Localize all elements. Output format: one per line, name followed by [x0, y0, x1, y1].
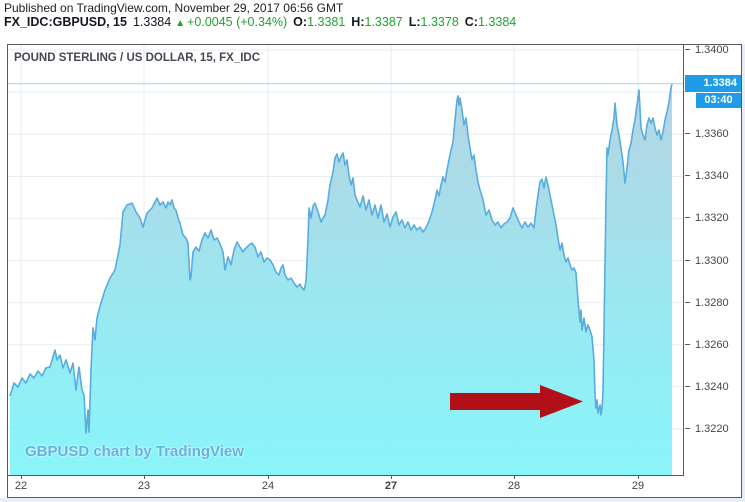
time-axis-label: 24: [262, 480, 274, 492]
price-tick-label: 1.3400: [695, 44, 729, 56]
chart-title: POUND STERLING / US DOLLAR, 15, FX_IDC: [14, 52, 260, 64]
price-tick: [685, 217, 690, 218]
time-tick: [144, 476, 145, 479]
price-tick: [685, 260, 690, 261]
price-tick-label: 1.3240: [695, 381, 729, 393]
price-axis-label: 1.3240: [685, 381, 741, 393]
ohlc-key: O:: [293, 15, 307, 29]
price-tick: [685, 386, 690, 387]
time-axis-label: 22: [15, 480, 27, 492]
price-tick: [685, 428, 690, 429]
price-tick-label: 1.3260: [695, 339, 729, 351]
price-axis-label: 1.3360: [685, 128, 741, 140]
time-tick: [391, 476, 392, 479]
time-axis-label: 27: [385, 480, 397, 492]
published-caption: Published on TradingView.com, November 2…: [4, 1, 343, 15]
price-tick-label: 1.3280: [695, 297, 729, 309]
price-axis[interactable]: 1.3384 03:40 1.3400 1.3360 1.3340 1.3320 1.3…: [685, 45, 741, 475]
time-axis-label: 23: [138, 480, 150, 492]
price-axis-label: 1.3280: [685, 297, 741, 309]
price-tick: [685, 344, 690, 345]
ohlc-key: C:: [465, 15, 478, 29]
price-axis-label: 1.3220: [685, 423, 741, 435]
page: Published on TradingView.com, November 2…: [0, 0, 745, 502]
time-axis-label: 29: [632, 480, 644, 492]
ohlc-key: L:: [409, 15, 421, 29]
time-tick: [638, 476, 639, 479]
price-tick: [685, 133, 690, 134]
ohlc-values: O:1.3381 H:1.3387 L:1.3378 C:1.3384: [287, 15, 516, 29]
price-axis-label: 1.3340: [685, 170, 741, 182]
time-tick: [268, 476, 269, 479]
time-axis[interactable]: 22 23 24 27 28 29: [8, 476, 684, 497]
symbol-info-bar: FX_IDC:GBPUSD, 15 1.3384 ▲+0.0045 (+0.34%)…: [4, 15, 516, 29]
price-axis-label: 1.3400: [685, 44, 741, 56]
bar-countdown-badge: 03:40: [696, 93, 741, 108]
time-tick: [514, 476, 515, 479]
price-tick-label: 1.3360: [695, 128, 729, 140]
up-triangle-icon: ▲: [175, 18, 185, 29]
chart-frame: POUND STERLING / US DOLLAR, 15, FX_IDC G…: [7, 44, 742, 498]
ohlc-key: H:: [351, 15, 364, 29]
page-background-strip: [0, 498, 745, 502]
price-axis-label: 1.3320: [685, 212, 741, 224]
current-price-badge: 1.3384: [685, 75, 741, 92]
price-area-chart: [8, 45, 683, 475]
last-price: 1.3384: [133, 15, 171, 29]
price-tick-label: 1.3340: [695, 170, 729, 182]
price-tick-label: 1.3320: [695, 212, 729, 224]
ohlc-value: 1.3378: [421, 15, 459, 29]
tradingview-watermark: GBPUSD chart by TradingView: [25, 443, 244, 460]
ohlc-value: 1.3381: [307, 15, 345, 29]
time-tick: [21, 476, 22, 479]
chart-plot-area[interactable]: POUND STERLING / US DOLLAR, 15, FX_IDC G…: [8, 45, 684, 476]
price-tick-label: 1.3220: [695, 423, 729, 435]
ohlc-value: 1.3384: [478, 15, 516, 29]
price-tick-label: 1.3300: [695, 255, 729, 267]
price-axis-label: 1.3260: [685, 339, 741, 351]
ohlc-value: 1.3387: [365, 15, 403, 29]
time-axis-label: 28: [508, 480, 520, 492]
price-change: +0.0045 (+0.34%): [187, 15, 287, 29]
price-tick: [685, 49, 690, 50]
price-tick: [685, 302, 690, 303]
price-axis-label: 1.3300: [685, 255, 741, 267]
price-tick: [685, 175, 690, 176]
symbol-name: FX_IDC:GBPUSD, 15: [4, 15, 127, 29]
